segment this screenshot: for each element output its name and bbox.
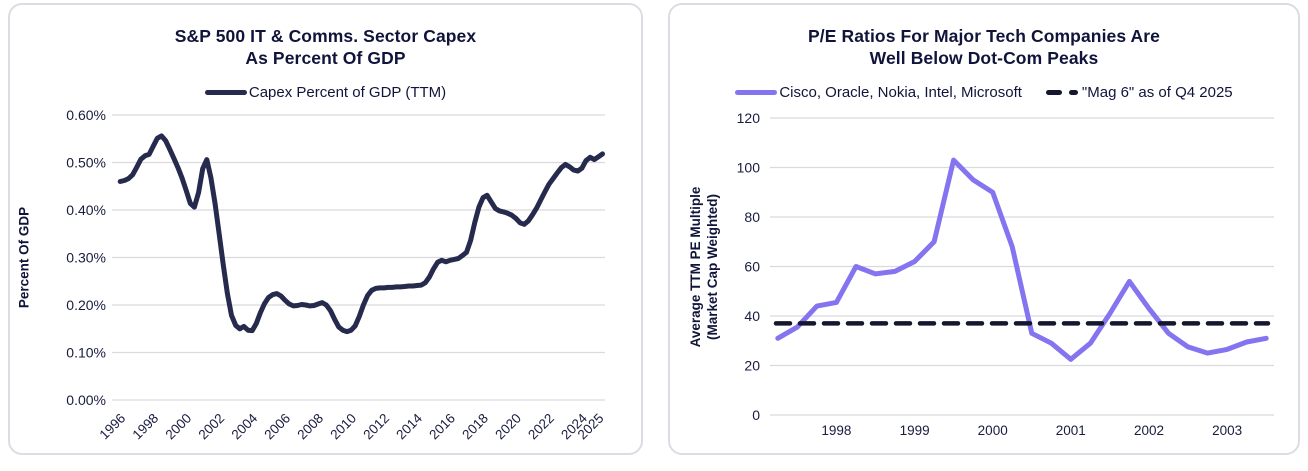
y-tick-label: 0.00% [66,392,106,408]
pe-title-line1: P/E Ratios For Major Tech Companies Are [807,26,1161,46]
x-tick-label: 2012 [360,411,392,443]
y-tick-label: 0.30% [66,250,106,266]
x-tick-label: 1996 [96,411,128,443]
capex-legend-item: Capex Percent of GDP (TTM) [204,84,447,101]
x-tick-label: 2000 [978,423,1008,438]
dashed-line-swatch-icon [1045,90,1078,95]
y-tick-label: 0.40% [66,202,106,218]
capex-legend: Capex Percent of GDP (TTM) [10,84,641,101]
pe-legend-label-mag6: "Mag 6" as of Q4 2025 [1081,84,1233,101]
pe-legend-label-companies: Cisco, Oracle, Nokia, Intel, Microsoft [779,84,1022,101]
x-tick-label: 2016 [426,411,458,443]
y-tick-label: 120 [737,110,761,126]
pe-chart-card: P/E Ratios For Major Tech Companies Are … [668,3,1300,455]
series-line-0 [117,133,605,335]
x-tick-label: 2002 [195,411,227,443]
x-tick-label: 2000 [162,411,194,443]
x-tick-label: 2014 [393,410,425,442]
x-tick-label: 1999 [900,423,930,438]
pe-legend-item-mag6: "Mag 6" as of Q4 2025 [1045,84,1233,101]
y-tick-label: 0.10% [66,345,106,361]
purple-line-swatch-icon [735,89,778,96]
x-tick-label: 2010 [327,411,359,443]
x-tick-label: 2003 [1212,423,1242,438]
y-tick-label: 0.60% [66,107,106,123]
series-line-0 [775,157,1269,362]
capex-chart-title: S&P 500 IT & Comms. Sector Capex As Perc… [10,26,641,69]
x-tick-label: 2022 [525,411,557,443]
x-tick-label: 2001 [1056,423,1086,438]
charts-row: S&P 500 IT & Comms. Sector Capex As Perc… [8,3,1300,455]
y-tick-label: 20 [744,358,760,374]
x-tick-label: 2006 [261,411,293,443]
y-tick-label: 0.50% [66,155,106,171]
pe-title-line2: Well Below Dot-Com Peaks [869,47,1099,68]
x-tick-label: 2018 [459,411,491,443]
pe-legend: Cisco, Oracle, Nokia, Intel, Microsoft "… [670,84,1298,101]
x-tick-label: 1998 [129,411,161,443]
navy-line-swatch-icon [204,89,247,96]
y-tick-label: 80 [744,209,760,225]
pe-chart-title: P/E Ratios For Major Tech Companies Are … [670,26,1298,69]
y-tick-label: 60 [744,259,760,275]
y-tick-label: 0.20% [66,297,106,313]
x-tick-label: 2020 [492,411,524,443]
x-tick-label: 1998 [821,423,851,438]
y-tick-label: 100 [737,160,761,176]
capex-chart-plot: 0.00% 0.10% 0.20% 0.30% 0.40% 0.50% 0.60% 1996 1… [66,107,606,443]
capex-title-line1: S&P 500 IT & Comms. Sector Capex [174,26,477,46]
capex-title-line2: As Percent Of GDP [245,47,406,68]
x-tick-label: 2004 [228,410,260,442]
pe-legend-item-companies: Cisco, Oracle, Nokia, Intel, Microsoft [735,84,1022,101]
x-tick-label: 2008 [294,411,326,443]
capex-chart-card: S&P 500 IT & Comms. Sector Capex As Perc… [8,3,643,455]
x-tick-label: 2002 [1134,423,1164,438]
capex-legend-label: Capex Percent of GDP (TTM) [248,84,447,101]
pe-chart-plot: 0 20 40 60 80 100 120 1998 1999 2000 2001 2002 2003 [737,110,1274,438]
y-tick-label: 0 [752,407,760,423]
y-tick-label: 40 [744,308,760,324]
